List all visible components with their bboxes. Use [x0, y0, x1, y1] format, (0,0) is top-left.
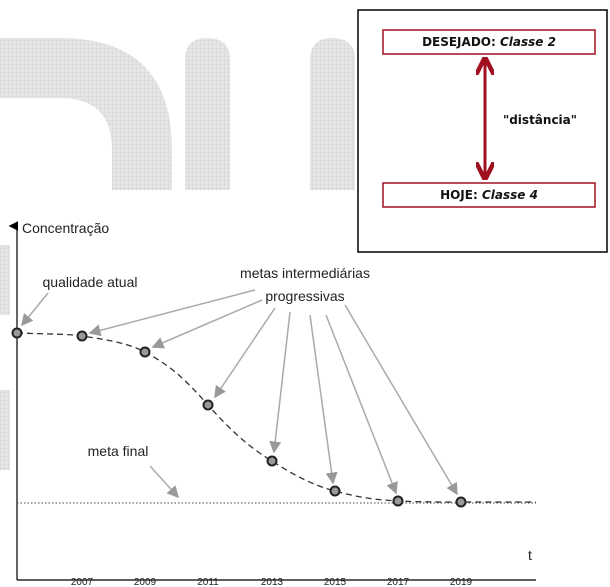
trend-curve: [17, 333, 536, 502]
desired-label: DESEJADO:: [422, 35, 496, 49]
year-label: 2015: [324, 577, 347, 587]
current-quality-label: qualidade atual: [43, 274, 138, 290]
y-axis-label: Concentração: [22, 220, 109, 236]
today-label: HOJE:: [440, 188, 478, 202]
desired-text: DESEJADO: Classe 2: [422, 35, 556, 49]
distance-label: "distância": [503, 113, 577, 127]
year-label: 2009: [134, 577, 157, 587]
background-shapes: [0, 38, 355, 470]
year-label: 2017: [387, 577, 410, 587]
desired-class: Classe 2: [500, 35, 556, 49]
milestones: [13, 329, 466, 507]
annotation-arrows: [22, 290, 457, 497]
page: DESEJADO: Classe 2 HOJE: Classe 4 "distâ…: [0, 0, 610, 587]
year-label: 2011: [197, 577, 219, 587]
year-label: 2007: [71, 577, 94, 587]
diagram: DESEJADO: Classe 2 HOJE: Classe 4 "distâ…: [0, 0, 610, 587]
x-axis-label: t: [528, 547, 532, 563]
intermediate-label: metas intermediárias: [240, 265, 370, 281]
year-label: 2013: [261, 577, 284, 587]
final-target-label: meta final: [88, 443, 149, 459]
today-class: Classe 4: [482, 188, 538, 202]
year-label: 2019: [450, 577, 473, 587]
intermediate-label: progressivas: [265, 288, 344, 304]
today-text: HOJE: Classe 4: [440, 188, 538, 202]
